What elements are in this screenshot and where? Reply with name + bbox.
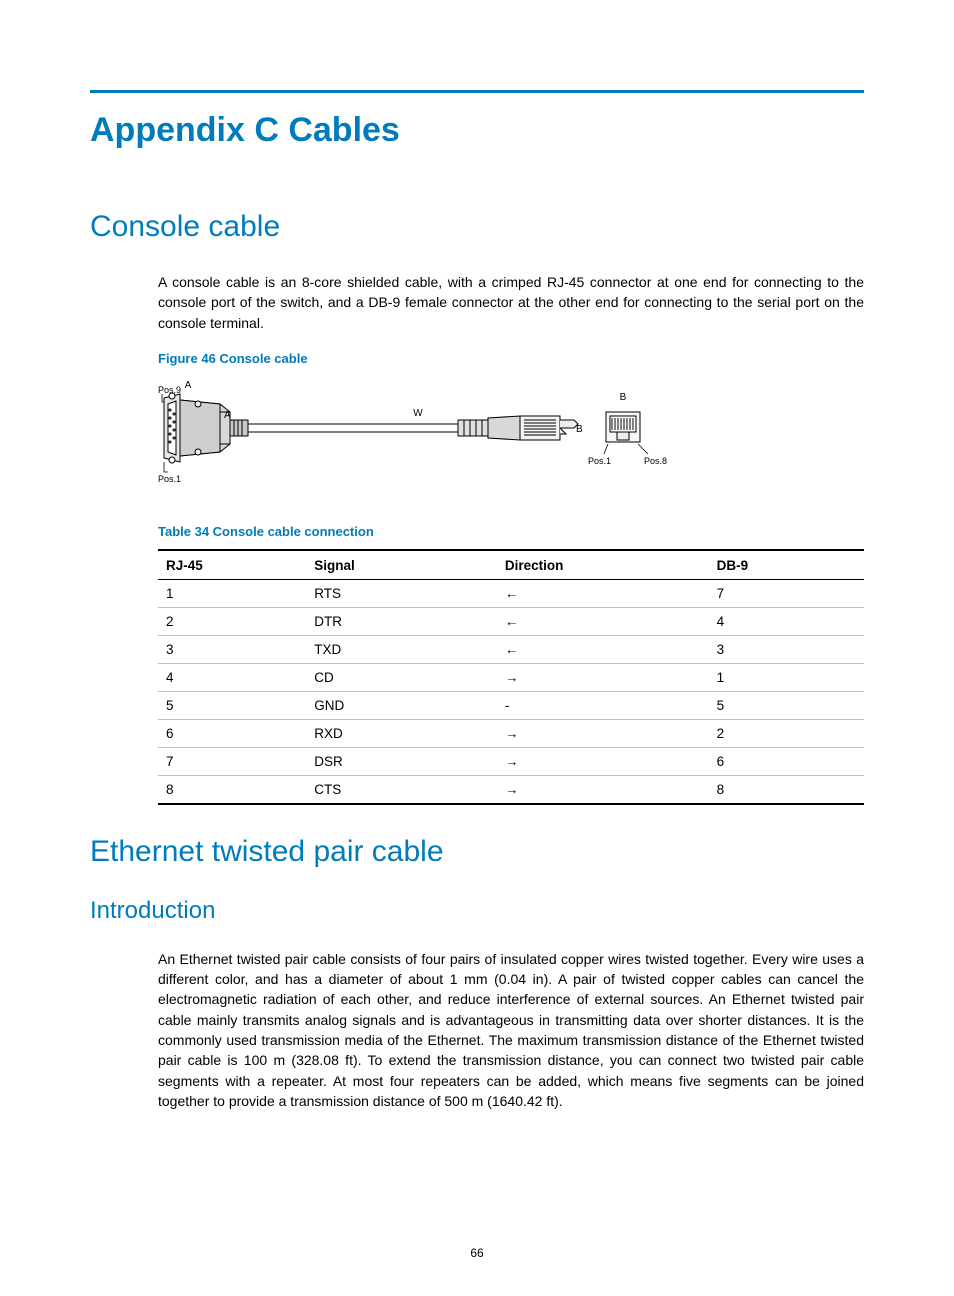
table-row: 8CTS→8 bbox=[158, 775, 864, 804]
table-cell: ← bbox=[497, 579, 709, 607]
label-pos8: Pos.8 bbox=[644, 456, 667, 466]
label-w: W bbox=[413, 408, 423, 419]
table-caption: Table 34 Console cable connection bbox=[158, 524, 864, 539]
table-header: RJ-45 bbox=[158, 550, 306, 580]
label-b-top: B bbox=[620, 392, 627, 403]
table-cell: 3 bbox=[709, 635, 864, 663]
table-cell: TXD bbox=[306, 635, 497, 663]
subsection-introduction: Introduction bbox=[90, 897, 864, 925]
table-cell: → bbox=[497, 775, 709, 804]
table-row: 6RXD→2 bbox=[158, 719, 864, 747]
table-cell: 5 bbox=[158, 691, 306, 719]
top-rule bbox=[90, 90, 864, 93]
table-cell: ← bbox=[497, 635, 709, 663]
table-cell: → bbox=[497, 719, 709, 747]
table-cell: → bbox=[497, 747, 709, 775]
table-cell: RXD bbox=[306, 719, 497, 747]
table-row: 5GND-5 bbox=[158, 691, 864, 719]
figure-caption: Figure 46 Console cable bbox=[158, 351, 864, 366]
table-header: Signal bbox=[306, 550, 497, 580]
table-cell: 2 bbox=[158, 607, 306, 635]
label-pos9: Pos.9 bbox=[158, 385, 181, 395]
table-cell: 8 bbox=[709, 775, 864, 804]
section-ethernet: Ethernet twisted pair cable bbox=[90, 835, 864, 869]
table-cell: - bbox=[497, 691, 709, 719]
label-a-top: A bbox=[185, 380, 192, 391]
table-cell: RTS bbox=[306, 579, 497, 607]
table-cell: 8 bbox=[158, 775, 306, 804]
table-cell: DSR bbox=[306, 747, 497, 775]
label-a-side: A bbox=[224, 410, 231, 421]
table-cell: DTR bbox=[306, 607, 497, 635]
table-cell: 1 bbox=[158, 579, 306, 607]
appendix-title: Appendix C Cables bbox=[90, 111, 864, 150]
table-cell: 7 bbox=[158, 747, 306, 775]
table-cell: 2 bbox=[709, 719, 864, 747]
console-cable-paragraph: A console cable is an 8-core shielded ca… bbox=[158, 272, 864, 333]
table-cell: 4 bbox=[709, 607, 864, 635]
table-cell: 6 bbox=[709, 747, 864, 775]
table-cell: CTS bbox=[306, 775, 497, 804]
table-row: 1RTS←7 bbox=[158, 579, 864, 607]
table-header: Direction bbox=[497, 550, 709, 580]
label-b-side: B bbox=[576, 424, 583, 435]
table-cell: 1 bbox=[709, 663, 864, 691]
table-cell: → bbox=[497, 663, 709, 691]
table-cell: CD bbox=[306, 663, 497, 691]
table-cell: 4 bbox=[158, 663, 306, 691]
section-console-cable: Console cable bbox=[90, 210, 864, 244]
table-cell: 3 bbox=[158, 635, 306, 663]
table-cell: ← bbox=[497, 607, 709, 635]
table-row: 2DTR←4 bbox=[158, 607, 864, 635]
table-cell: GND bbox=[306, 691, 497, 719]
table-row: 7DSR→6 bbox=[158, 747, 864, 775]
table-cell: 7 bbox=[709, 579, 864, 607]
console-cable-table: RJ-45SignalDirectionDB-9 1RTS←72DTR←43TX… bbox=[158, 549, 864, 805]
table-row: 4CD→1 bbox=[158, 663, 864, 691]
label-pos1-right: Pos.1 bbox=[588, 456, 611, 466]
table-header: DB-9 bbox=[709, 550, 864, 580]
table-row: 3TXD←3 bbox=[158, 635, 864, 663]
label-pos1-left: Pos.1 bbox=[158, 474, 181, 484]
ethernet-paragraph: An Ethernet twisted pair cable consists … bbox=[158, 949, 864, 1111]
table-cell: 6 bbox=[158, 719, 306, 747]
console-cable-figure: A Pos.9 A Pos.1 W B bbox=[158, 376, 864, 496]
page-number: 66 bbox=[0, 1246, 954, 1260]
table-cell: 5 bbox=[709, 691, 864, 719]
